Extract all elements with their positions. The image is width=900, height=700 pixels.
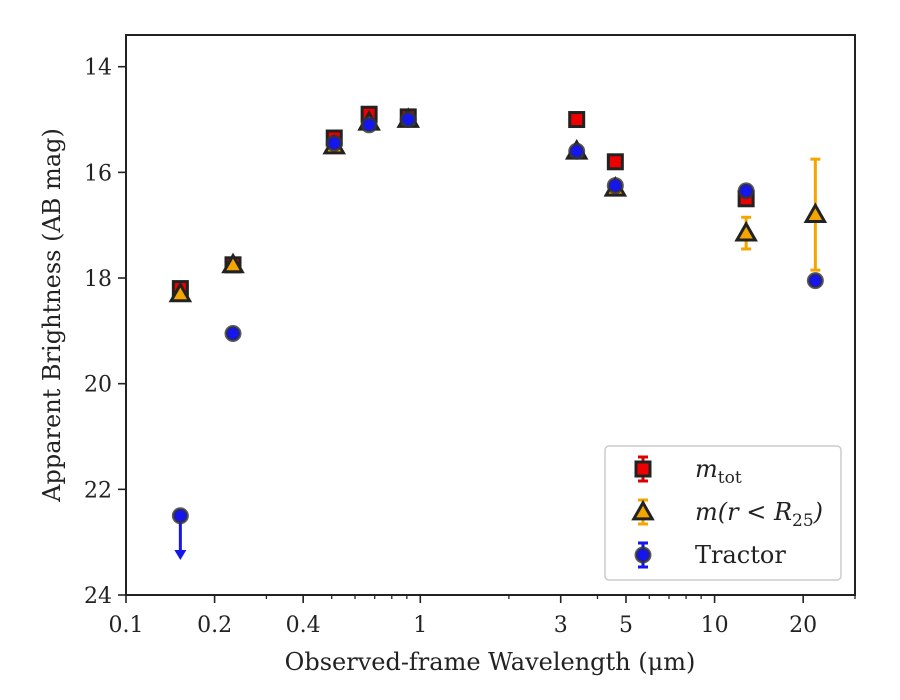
upper-limit-arrowhead	[174, 550, 187, 561]
x-tick-label: 0.2	[197, 613, 232, 638]
legend-box	[604, 445, 842, 581]
legend-entry-label: m(r < R25)	[695, 498, 823, 531]
legend-marker-square	[634, 460, 652, 478]
marker-square	[606, 153, 624, 171]
marker-circle	[606, 177, 624, 195]
legend-entry-label: Tractor	[695, 541, 786, 569]
y-axis-label: Apparent Brightness (AB mag)	[38, 128, 66, 503]
y-tick-label: 24	[84, 584, 112, 609]
x-tick-label: 0.4	[286, 613, 321, 638]
marker-circle	[171, 507, 189, 525]
x-tick-label: 10	[701, 613, 729, 638]
marker-triangle	[168, 281, 193, 303]
marker-square	[568, 111, 586, 129]
marker-circle	[360, 116, 378, 134]
legend-marker-triangle	[631, 499, 655, 521]
plot-area-frame	[125, 34, 856, 596]
marker-circle	[224, 324, 242, 342]
data-markers	[168, 105, 828, 525]
x-tick-label: 3	[554, 613, 568, 638]
marker-triangle	[803, 202, 828, 224]
x-tick-label: 5	[619, 613, 633, 638]
marker-circle	[737, 182, 755, 200]
x-axis-ticks: 0.1 0.2 0.4 1 3 5 10 20	[109, 595, 856, 638]
y-axis-ticks: 14 16 18 20 22 24	[84, 56, 126, 609]
legend: mtot m(r < R25) Tractor	[604, 445, 842, 581]
marker-circle	[806, 272, 824, 290]
marker-circle	[325, 134, 343, 152]
y-tick-label: 22	[84, 478, 112, 503]
legend-marker-circle	[634, 546, 652, 564]
x-tick-label: 0.1	[109, 613, 144, 638]
y-tick-label: 14	[84, 56, 112, 81]
x-tick-label: 20	[789, 613, 817, 638]
marker-triangle	[221, 252, 245, 274]
y-tick-label: 18	[84, 267, 112, 292]
marker-circle	[568, 142, 586, 160]
y-tick-label: 16	[84, 161, 112, 186]
x-tick-label: 1	[413, 613, 427, 638]
legend-entry-label: mtot	[695, 455, 742, 488]
x-axis-label: Observed-frame Wavelength (μm)	[285, 648, 696, 676]
marker-circle	[399, 111, 417, 129]
marker-triangle	[734, 220, 758, 242]
y-tick-label: 20	[84, 373, 112, 398]
